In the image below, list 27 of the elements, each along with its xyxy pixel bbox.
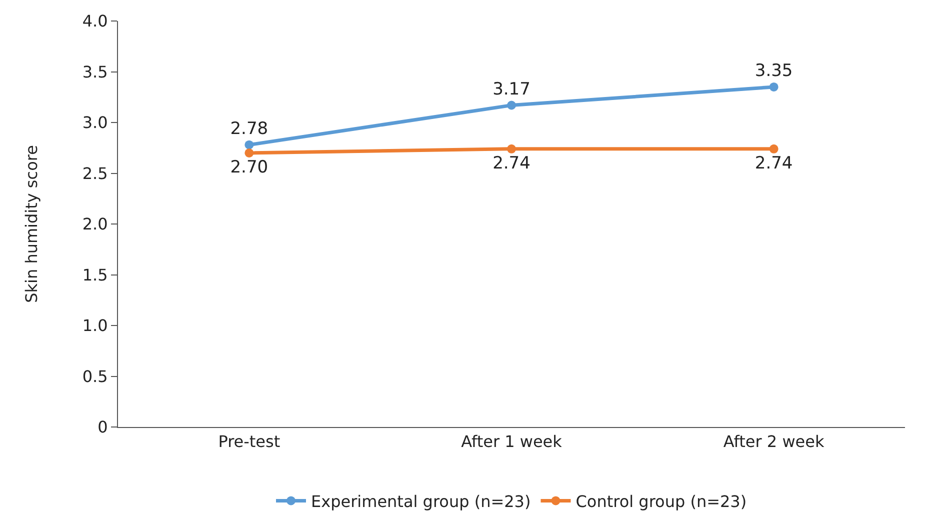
y-tick-label: 3.5	[82, 62, 108, 82]
data-label: 2.74	[492, 153, 530, 174]
y-tick-label: 2.5	[82, 164, 108, 183]
data-label: 2.70	[230, 157, 268, 178]
data-label: 3.17	[492, 79, 530, 100]
y-axis-title: Skin humidity score	[22, 145, 42, 303]
y-tick-label: 1.5	[82, 265, 108, 284]
y-tick-label: 2.0	[82, 214, 108, 234]
data-label: 3.35	[754, 61, 793, 82]
point	[244, 148, 254, 158]
x-tick-label: Pre-test	[218, 432, 280, 452]
point	[507, 100, 516, 110]
x-tick-label: After 1 week	[461, 432, 563, 452]
y-tick-label: 0.5	[82, 366, 108, 386]
point	[244, 140, 254, 150]
y-tick-label: 0	[98, 418, 108, 437]
point	[507, 144, 516, 154]
legend-label: Experimental group (n=23)	[311, 492, 531, 511]
data-label: 2.74	[754, 153, 793, 174]
x-tick-label: After 2 week	[723, 432, 825, 452]
y-tick-label: 1.0	[82, 316, 108, 336]
y-tick-label: 4.0	[82, 12, 108, 31]
point	[769, 144, 778, 154]
data-label: 2.78	[230, 118, 268, 139]
legend-label: Control group (n=23)	[576, 492, 747, 511]
point	[769, 82, 778, 92]
y-tick-label: 3.0	[82, 113, 108, 132]
